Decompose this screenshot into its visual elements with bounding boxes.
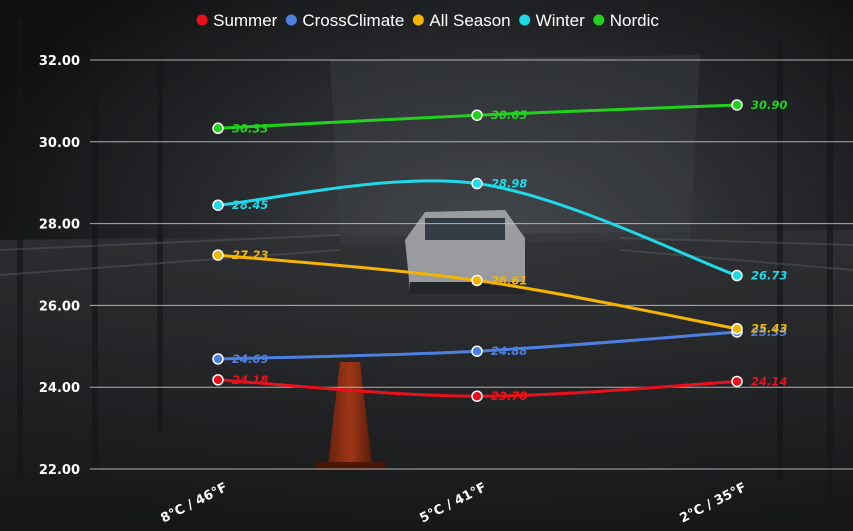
legend-marker xyxy=(196,14,208,26)
data-label-summer: 24.18 xyxy=(232,373,268,387)
data-point-winter xyxy=(731,269,743,282)
data-point-crossclimate xyxy=(212,353,224,365)
legend-label: Nordic xyxy=(610,11,660,30)
data-label-nordic: 30.90 xyxy=(751,98,787,112)
legend-item-nordic: Nordic xyxy=(593,11,659,30)
legend-label: Winter xyxy=(536,11,585,30)
data-point-summer xyxy=(731,375,743,388)
data-point-summer xyxy=(471,390,483,402)
legend-marker xyxy=(519,14,531,26)
data-label-crossclimate: 24.88 xyxy=(491,344,527,358)
series-all-season: 27.23 26.61 25.43 xyxy=(212,248,787,336)
series-crossclimate: 24.69 24.88 25.35 xyxy=(212,325,787,366)
data-point-all-season xyxy=(212,249,224,261)
y-gridlines xyxy=(90,59,853,470)
series-winter: 28.45 28.98 26.73 xyxy=(212,177,787,283)
data-label-nordic: 30.33 xyxy=(232,121,268,135)
y-tick-label: 24.00 xyxy=(39,381,80,396)
data-point-nordic xyxy=(471,109,483,121)
legend-label: All Season xyxy=(429,11,510,30)
y-axis-tick-labels: 22.00 24.00 26.00 28.00 30.00 32.00 xyxy=(39,54,80,478)
legend-marker xyxy=(285,14,297,26)
data-point-winter xyxy=(212,199,224,211)
legend-item-crossclimate: CrossClimate xyxy=(285,11,404,30)
series-layer: 24.18 23.78 24.14 24.69 24.88 25.35 27.23 26.61… xyxy=(212,98,787,403)
data-label-crossclimate: 25.35 xyxy=(751,325,787,339)
data-point-summer xyxy=(212,374,224,386)
legend: Summer CrossClimate All Season Winter Nordic xyxy=(196,11,659,30)
data-label-crossclimate: 24.69 xyxy=(232,352,268,366)
data-point-nordic xyxy=(212,122,224,135)
data-point-winter xyxy=(471,177,483,190)
data-label-all-season: 27.23 xyxy=(232,248,268,262)
data-point-all-season xyxy=(471,274,483,287)
data-point-crossclimate xyxy=(471,345,483,357)
legend-label: CrossClimate xyxy=(302,11,404,30)
data-label-all-season: 25.43 xyxy=(751,322,787,336)
legend-marker xyxy=(412,14,424,26)
legend-item-winter: Winter xyxy=(519,11,585,30)
y-tick-label: 28.00 xyxy=(39,218,80,233)
data-label-winter: 26.73 xyxy=(751,269,787,283)
y-tick-label: 32.00 xyxy=(39,54,80,69)
data-label-summer: 24.14 xyxy=(751,374,787,388)
data-label-winter: 28.98 xyxy=(491,177,527,191)
data-point-nordic xyxy=(731,99,743,111)
legend-marker xyxy=(593,14,605,26)
y-tick-label: 26.00 xyxy=(39,299,80,314)
data-point-all-season xyxy=(731,322,743,335)
data-label-all-season: 26.61 xyxy=(491,273,527,287)
legend-item-all-season: All Season xyxy=(412,11,511,30)
legend-item-summer: Summer xyxy=(196,11,278,30)
y-tick-label: 30.00 xyxy=(39,136,80,151)
series-nordic: 30.33 30.65 30.90 xyxy=(212,98,787,135)
data-label-winter: 28.45 xyxy=(232,198,268,212)
y-tick-label: 22.00 xyxy=(39,463,80,478)
series-summer: 24.18 23.78 24.14 xyxy=(212,373,787,403)
data-label-nordic: 30.65 xyxy=(491,108,527,122)
legend-label: Summer xyxy=(213,11,278,30)
data-label-summer: 23.78 xyxy=(491,389,527,403)
